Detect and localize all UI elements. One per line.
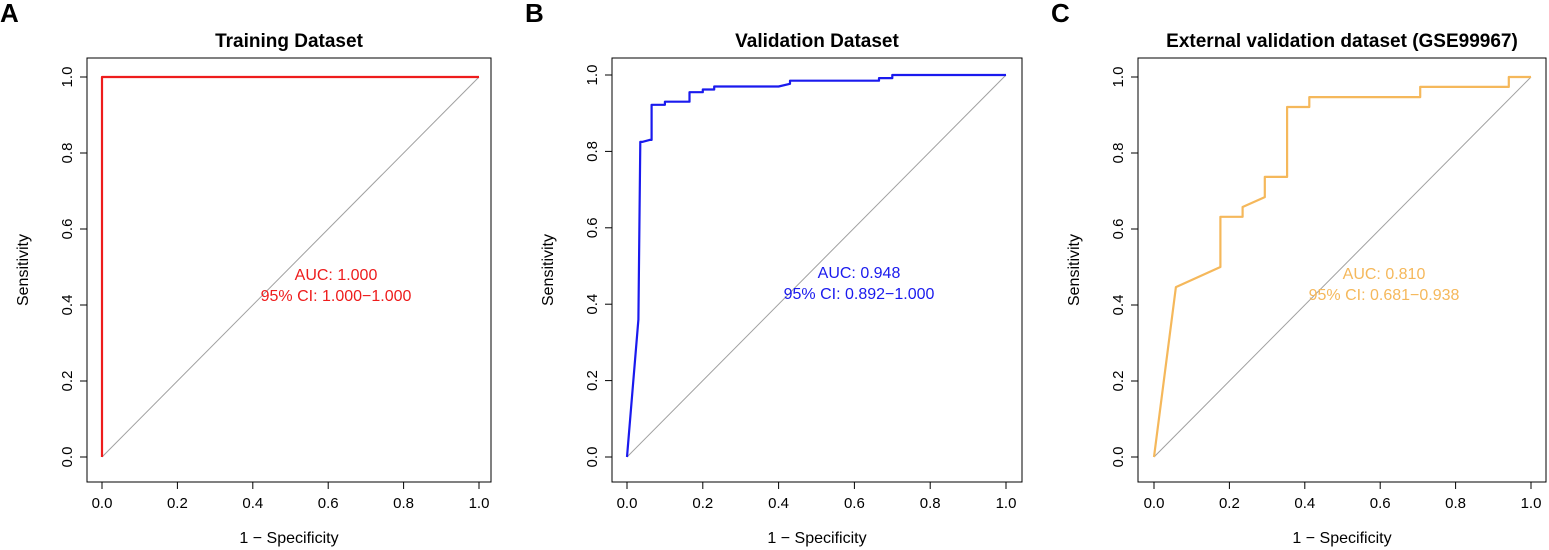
y-tick-label: 0.2 xyxy=(584,370,601,391)
x-axis-label: 1 − Specificity xyxy=(239,530,338,547)
auc-label: AUC: 0.810 xyxy=(1343,266,1426,283)
roc-panel-training: A Training Dataset 0.0 0.2 0.4 0.6 0.8 1.0 0.0 0.… xyxy=(0,0,492,547)
x-tick-label: 0.6 xyxy=(844,495,865,512)
diagonal-reference-line xyxy=(1153,76,1532,458)
ci-label: 95% CI: 1.000−1.000 xyxy=(261,288,412,305)
x-tick-label: 0.2 xyxy=(167,495,188,512)
x-tick-label: 0.2 xyxy=(692,495,713,512)
y-tick-label: 1.0 xyxy=(1110,67,1127,88)
auc-label: AUC: 0.948 xyxy=(818,265,901,282)
y-tick-label: 0.6 xyxy=(1110,219,1127,240)
panel-letter: C xyxy=(1051,0,1070,28)
x-tick-label: 1.0 xyxy=(469,495,490,512)
y-tick-label: 0.4 xyxy=(584,294,601,315)
plot-frame xyxy=(86,57,492,483)
x-tick-label: 0.6 xyxy=(318,495,339,512)
y-tick-label: 0.0 xyxy=(59,447,76,468)
x-tick-label: 1.0 xyxy=(1521,495,1542,512)
x-tick-label: 0.8 xyxy=(1445,495,1466,512)
plot-frame xyxy=(611,57,1023,483)
x-tick-label: 0.0 xyxy=(92,495,113,512)
x-tick-label: 0.0 xyxy=(1144,495,1165,512)
diagonal-reference-line xyxy=(101,76,480,458)
x-tick-label: 1.0 xyxy=(996,495,1017,512)
y-tick-label: 0.4 xyxy=(1110,295,1127,316)
x-tick-label: 0.2 xyxy=(1219,495,1240,512)
y-tick-label: 0.8 xyxy=(59,143,76,164)
auc-label: AUC: 1.000 xyxy=(295,267,378,284)
roc-curve xyxy=(1152,75,1531,458)
x-tick-label: 0.6 xyxy=(1370,495,1391,512)
chart-title: Validation Dataset xyxy=(735,31,899,52)
y-tick-label: 0.2 xyxy=(1110,371,1127,392)
roc-curve xyxy=(100,75,479,457)
chart-title: Training Dataset xyxy=(215,31,363,52)
y-tick-label: 0.8 xyxy=(1110,143,1127,164)
ci-label: 95% CI: 0.681−0.938 xyxy=(1309,287,1460,304)
roc-panel-external: C External validation dataset (GSE99967) 0… xyxy=(1051,0,1547,547)
y-tick-label: 0.4 xyxy=(59,295,76,316)
y-tick-label: 0.6 xyxy=(59,219,76,240)
x-tick-label: 0.8 xyxy=(393,495,414,512)
ci-label: 95% CI: 0.892−1.000 xyxy=(784,286,935,303)
y-axis-label: Sensitivity xyxy=(1066,234,1083,306)
chart-title: External validation dataset (GSE99967) xyxy=(1166,31,1518,52)
y-tick-label: 1.0 xyxy=(584,65,601,86)
roc-panel-validation: B Validation Dataset 0.0 0.2 0.4 0.6 0.8 1.0 0.0… xyxy=(525,0,1023,547)
panel-letter: B xyxy=(525,0,544,28)
x-axis-label: 1 − Specificity xyxy=(767,530,866,547)
x-axis-label: 1 − Specificity xyxy=(1292,530,1391,547)
x-tick-label: 0.8 xyxy=(920,495,941,512)
x-tick-label: 0.4 xyxy=(1294,495,1315,512)
x-tick-label: 0.4 xyxy=(242,495,263,512)
y-axis-label: Sensitivity xyxy=(540,234,557,306)
y-axis-label: Sensitivity xyxy=(15,234,32,306)
y-tick-label: 0.8 xyxy=(584,141,601,162)
diagonal-reference-line xyxy=(626,74,1007,458)
y-tick-label: 0.6 xyxy=(584,217,601,238)
y-tick-label: 0.0 xyxy=(1110,447,1127,468)
plot-frame xyxy=(1137,57,1547,483)
y-tick-label: 0.0 xyxy=(584,447,601,468)
panel-letter: A xyxy=(0,0,19,28)
y-tick-label: 1.0 xyxy=(59,67,76,88)
y-tick-label: 0.2 xyxy=(59,371,76,392)
x-tick-label: 0.0 xyxy=(617,495,638,512)
x-tick-label: 0.4 xyxy=(768,495,789,512)
roc-curve xyxy=(625,73,1006,458)
